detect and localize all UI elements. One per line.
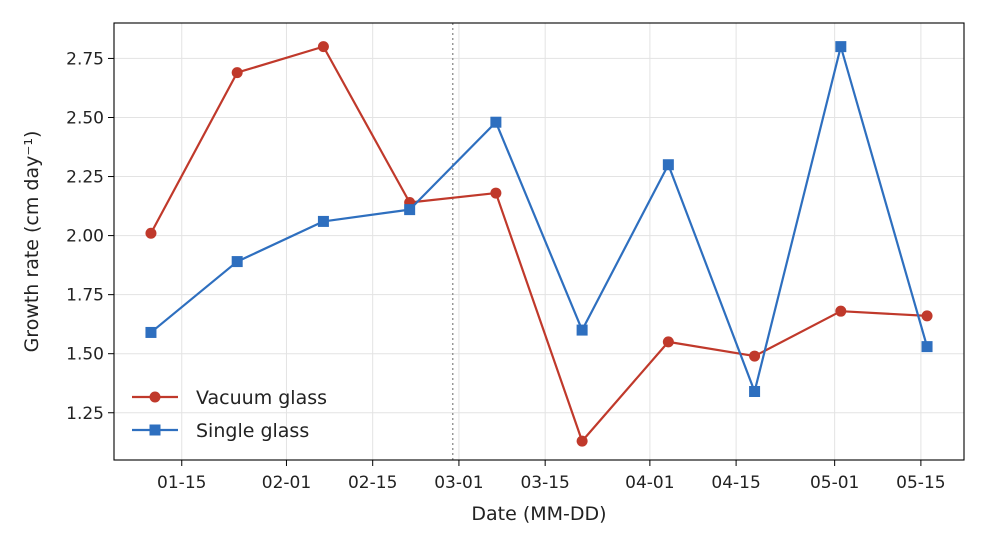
x-axis-label: Date (MM-DD): [471, 503, 606, 525]
legend-marker: [149, 424, 161, 436]
y-tick-label: 1.25: [66, 404, 104, 424]
legend: Vacuum glass Single glass: [132, 387, 327, 442]
data-point: [231, 256, 243, 268]
data-point: [145, 227, 157, 239]
data-point: [490, 187, 502, 199]
data-point: [921, 310, 933, 322]
data-point: [749, 350, 761, 362]
data-point: [404, 204, 416, 216]
data-point: [749, 385, 761, 397]
data-point: [317, 215, 329, 227]
x-axis-ticks: 01-15 02-01 02-15 03-01 03-15 04-01 04-15 05-01…: [157, 460, 946, 493]
x-tick-label: 02-15: [348, 473, 397, 493]
grid-lines: [114, 23, 964, 460]
data-point: [835, 305, 847, 317]
series-line: [150, 45, 929, 393]
legend-item: Single glass: [132, 420, 309, 442]
data-point: [835, 41, 847, 53]
legend-label: Vacuum glass: [196, 387, 327, 409]
x-tick-label: 05-01: [810, 473, 859, 493]
series-line: [149, 45, 928, 443]
x-tick-label: 01-15: [157, 473, 206, 493]
x-tick-label: 04-01: [625, 473, 674, 493]
y-tick-label: 2.50: [66, 108, 104, 128]
legend-label: Single glass: [196, 420, 309, 442]
series-1: [145, 41, 933, 397]
data-point: [231, 67, 243, 79]
data-point: [921, 341, 933, 353]
legend-item: Vacuum glass: [132, 387, 327, 409]
data-point: [145, 326, 157, 338]
y-tick-label: 2.00: [66, 227, 104, 247]
y-axis-label: Growth rate (cm day⁻¹): [21, 131, 43, 353]
y-tick-label: 2.25: [66, 168, 104, 188]
y-axis-ticks: 1.25 1.50 1.75 2.00 2.25 2.50 2.75: [66, 49, 114, 424]
data-point: [317, 41, 329, 53]
data-point: [662, 336, 674, 348]
y-tick-label: 1.50: [66, 345, 104, 365]
x-tick-label: 02-01: [262, 473, 311, 493]
data-point: [576, 435, 588, 447]
x-tick-label: 04-15: [711, 473, 760, 493]
x-tick-label: 03-15: [520, 473, 569, 493]
series-group: [145, 41, 933, 447]
data-point: [576, 324, 588, 336]
y-tick-label: 2.75: [66, 49, 104, 69]
x-tick-label: 03-01: [434, 473, 483, 493]
plot-frame: [113, 22, 965, 461]
legend-marker: [149, 391, 161, 403]
y-tick-label: 1.75: [66, 286, 104, 306]
data-point: [490, 116, 502, 128]
data-point: [662, 159, 674, 171]
x-tick-label: 05-15: [896, 473, 945, 493]
series-0: [145, 41, 933, 447]
